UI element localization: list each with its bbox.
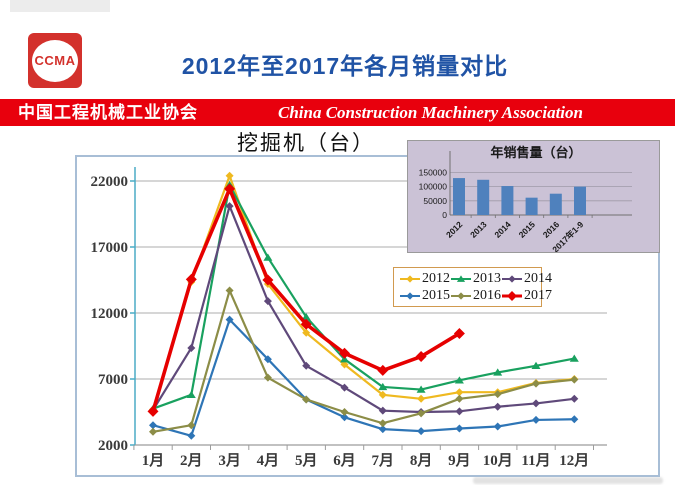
- svg-text:11月: 11月: [521, 452, 550, 469]
- banner-english-name: China Construction Machinery Association: [278, 103, 583, 122]
- svg-text:7000: 7000: [98, 372, 128, 388]
- svg-text:1月: 1月: [142, 452, 165, 469]
- svg-text:7月: 7月: [372, 452, 395, 469]
- top-strip: [10, 0, 110, 12]
- main-chart-title: 挖掘机（台）: [237, 131, 375, 155]
- ccma-logo-text: CCMA: [34, 53, 76, 68]
- svg-text:100000: 100000: [419, 182, 448, 192]
- svg-text:3月: 3月: [218, 452, 241, 469]
- legend-row: 2015 2016 2017: [399, 288, 552, 304]
- slide-title: 2012年至2017年各月销量对比: [181, 53, 509, 79]
- svg-text:0: 0: [442, 210, 447, 220]
- legend-item-2012: 2012: [399, 271, 450, 287]
- svg-text:5月: 5月: [295, 452, 318, 469]
- svg-text:4月: 4月: [257, 452, 280, 469]
- ccma-logo-circle: CCMA: [32, 39, 78, 82]
- chart-legend: 2012 2013 2014 2015 2016 2017: [393, 267, 552, 307]
- svg-text:12000: 12000: [91, 306, 129, 322]
- watermark-smudge: [473, 477, 663, 484]
- legend-label: 2014: [524, 270, 552, 286]
- legend-label: 2012: [422, 270, 450, 286]
- svg-text:8月: 8月: [410, 452, 433, 469]
- legend-marker-icon: [400, 274, 420, 283]
- svg-text:2月: 2月: [180, 452, 203, 469]
- legend-marker-icon: [400, 291, 420, 300]
- banner-chinese-name: 中国工程机械工业协会: [18, 103, 198, 122]
- legend-marker-icon: [451, 291, 471, 300]
- legend-label: 2016: [473, 287, 501, 303]
- legend-marker-icon: [451, 274, 471, 282]
- legend-item-2017: 2017: [501, 288, 552, 304]
- svg-text:150000: 150000: [419, 167, 448, 177]
- svg-text:17000: 17000: [91, 240, 129, 256]
- svg-text:9月: 9月: [448, 452, 471, 469]
- svg-text:6月: 6月: [333, 452, 356, 469]
- line-chart-canvas: 2000 7000 12000 17000 22000 1月 2月 3月 4月 5月 6月 7月 8月 9…: [91, 167, 607, 469]
- ccma-logo: CCMA: [28, 33, 82, 88]
- legend-marker-icon: [502, 290, 522, 301]
- legend-marker-icon: [502, 274, 522, 283]
- svg-text:22000: 22000: [91, 174, 129, 190]
- legend-label: 2015: [422, 287, 450, 303]
- svg-text:10月: 10月: [483, 452, 513, 469]
- legend-item-2015: 2015: [399, 288, 450, 304]
- association-banner: 中国工程机械工业协会 China Construction Machinery …: [0, 99, 675, 126]
- svg-text:2000: 2000: [98, 438, 128, 454]
- legend-row: 2012 2013 2014: [399, 271, 552, 287]
- svg-text:年销售量（台）: 年销售量（台）: [490, 145, 581, 160]
- svg-text:50000: 50000: [423, 196, 447, 206]
- legend-item-2016: 2016: [450, 288, 501, 304]
- svg-text:12月: 12月: [559, 452, 589, 469]
- inset-annual-bar-chart: 年销售量（台） 0 50000 100000 150000 2012 2013 2014 201…: [407, 140, 660, 254]
- legend-item-2013: 2013: [450, 271, 501, 287]
- legend-item-2014: 2014: [501, 271, 552, 287]
- legend-label: 2013: [473, 270, 501, 286]
- legend-label: 2017: [524, 287, 552, 303]
